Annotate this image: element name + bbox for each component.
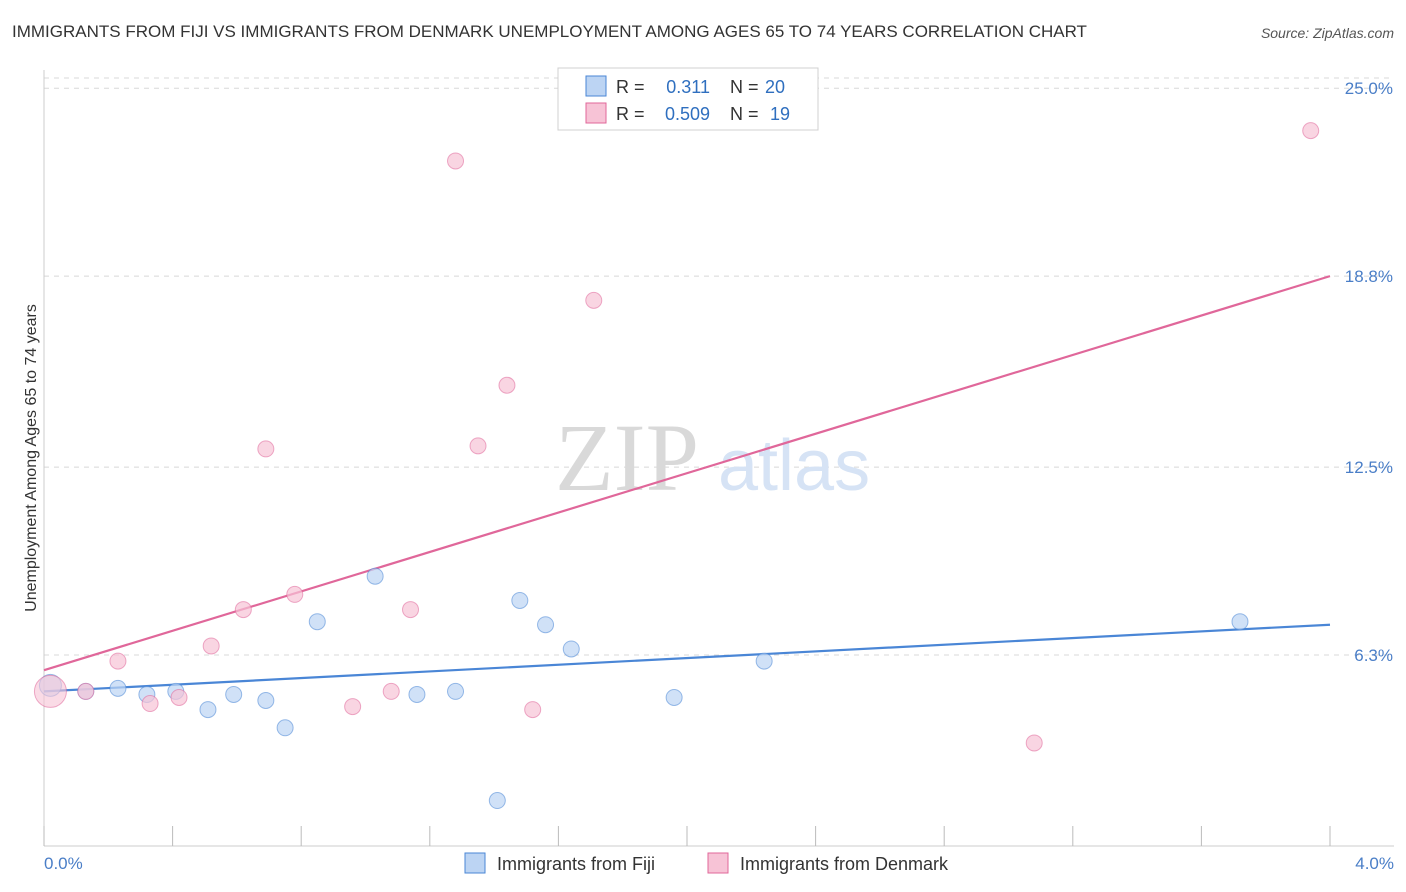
legend-swatch-denmark — [585, 102, 607, 124]
point-denmark — [524, 701, 542, 719]
legend-n-label-denmark: N = — [730, 104, 759, 124]
point-denmark — [344, 698, 362, 716]
point-fiji — [199, 701, 217, 719]
point-fiji — [537, 616, 555, 634]
trend-line-denmark — [43, 275, 1331, 672]
point-fiji — [408, 685, 426, 703]
bottom-legend-swatch-denmark — [707, 852, 729, 874]
x-tick-label-min: 0.0% — [44, 854, 83, 873]
point-fiji — [109, 679, 127, 697]
bottom-legend-swatch-fiji — [464, 852, 486, 874]
point-denmark — [33, 674, 67, 708]
point-fiji — [755, 652, 773, 670]
watermark: ZIP atlas — [555, 404, 870, 511]
y-axis-tick-labels: 6.3% 12.5% 18.8% 25.0% — [1345, 79, 1393, 665]
x-tick-label-max: 4.0% — [1355, 854, 1394, 873]
point-denmark — [585, 291, 603, 309]
legend-n-value-denmark: 19 — [770, 104, 790, 124]
y-tick-label: 18.8% — [1345, 267, 1393, 286]
point-denmark — [382, 682, 400, 700]
y-axis-label: Unemployment Among Ages 65 to 74 years — [23, 304, 40, 612]
axes — [43, 70, 1394, 847]
point-denmark — [402, 601, 420, 619]
point-denmark — [498, 376, 516, 394]
legend-r-label-denmark: R = — [616, 104, 645, 124]
trend-line-fiji — [43, 623, 1331, 693]
point-fiji — [447, 682, 465, 700]
point-fiji — [276, 719, 294, 737]
point-fiji — [257, 692, 275, 709]
legend-r-value-denmark: 0.509 — [665, 104, 710, 124]
point-denmark — [469, 437, 487, 455]
chart-title: IMMIGRANTS FROM FIJI VS IMMIGRANTS FROM … — [12, 22, 1087, 41]
watermark-atlas: atlas — [718, 426, 870, 506]
point-fiji — [488, 792, 506, 810]
point-denmark — [1302, 122, 1320, 140]
correlation-legend: R = 0.311 N = 20 R = 0.509 N = 19 — [557, 67, 819, 131]
point-fiji — [562, 640, 580, 658]
watermark-zip: ZIP — [555, 404, 699, 511]
series-legend: Immigrants from Fiji Immigrants from Den… — [464, 852, 949, 874]
y-tick-label: 12.5% — [1345, 458, 1393, 477]
point-denmark — [234, 601, 252, 619]
point-fiji — [225, 685, 243, 703]
point-denmark — [447, 152, 465, 170]
legend-swatch-fiji — [585, 75, 607, 97]
point-denmark — [109, 652, 127, 670]
point-denmark — [141, 695, 159, 713]
bottom-legend-label-fiji: Immigrants from Fiji — [497, 854, 655, 874]
point-fiji — [511, 591, 529, 609]
point-fiji — [308, 613, 326, 631]
legend-n-label-fiji: N = — [730, 77, 759, 97]
data-points — [33, 122, 1320, 810]
x-axis-ticks — [43, 826, 1331, 846]
bottom-legend-label-denmark: Immigrants from Denmark — [740, 854, 949, 874]
point-fiji — [1231, 613, 1249, 631]
point-denmark — [77, 682, 95, 700]
point-denmark — [286, 585, 304, 603]
legend-n-value-fiji: 20 — [765, 77, 785, 97]
trend-lines — [43, 275, 1331, 693]
point-fiji — [665, 688, 683, 706]
point-denmark — [1025, 734, 1043, 752]
legend-r-label-fiji: R = — [616, 77, 645, 97]
source-label: Source: ZipAtlas.com — [1260, 25, 1394, 41]
point-denmark — [257, 440, 275, 458]
point-denmark — [202, 637, 220, 655]
point-fiji — [366, 567, 384, 585]
point-denmark — [170, 688, 188, 706]
legend-r-value-fiji: 0.311 — [666, 77, 710, 97]
y-tick-label: 6.3% — [1354, 646, 1393, 665]
grid-lines — [44, 77, 1394, 656]
y-tick-label: 25.0% — [1345, 79, 1393, 98]
